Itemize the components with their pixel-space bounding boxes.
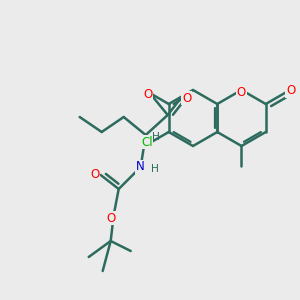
Text: H: H [151, 164, 159, 174]
Text: Cl: Cl [141, 136, 152, 148]
Text: O: O [106, 212, 115, 224]
Text: O: O [90, 167, 99, 181]
Text: O: O [182, 92, 191, 104]
Text: O: O [143, 88, 152, 101]
Text: O: O [286, 85, 295, 98]
Text: N: N [136, 160, 145, 173]
Text: O: O [237, 86, 246, 100]
Text: H: H [152, 132, 160, 142]
